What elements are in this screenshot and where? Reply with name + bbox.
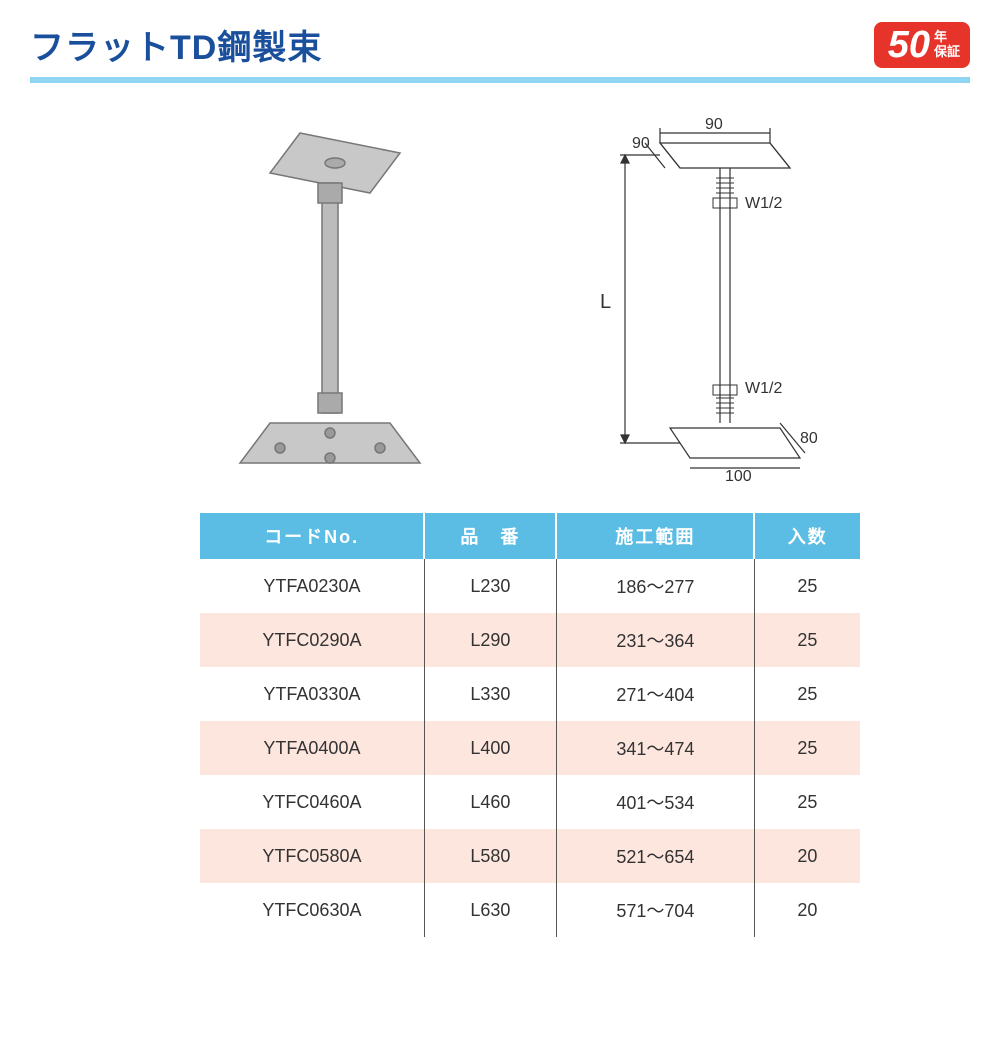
header-rule: [30, 77, 970, 83]
table-row: YTFA0330AL330271～40425: [200, 667, 860, 721]
table-cell: YTFC0460A: [200, 775, 424, 829]
table-cell: 571～704: [556, 883, 754, 937]
dim-base-d: 80: [800, 430, 818, 447]
table-cell: 25: [754, 775, 860, 829]
dim-top-w: 90: [705, 116, 723, 133]
table-cell: L330: [424, 667, 556, 721]
table-cell: 401～534: [556, 775, 754, 829]
th-code: コードNo.: [200, 513, 424, 559]
table-cell: L630: [424, 883, 556, 937]
badge-line2: 保証: [934, 45, 960, 59]
table-row: YTFC0580AL580521～65420: [200, 829, 860, 883]
table-row: YTFC0290AL290231～36425: [200, 613, 860, 667]
table-cell: L580: [424, 829, 556, 883]
table-cell: 20: [754, 829, 860, 883]
table-cell: 25: [754, 559, 860, 613]
page-title: フラットTD鋼製束: [30, 20, 322, 69]
badge-number: 50: [888, 26, 930, 64]
table-cell: L230: [424, 559, 556, 613]
dim-length: L: [600, 291, 611, 313]
table-cell: YTFA0230A: [200, 559, 424, 613]
th-qty: 入数: [754, 513, 860, 559]
table-row: YTFC0630AL630571～70420: [200, 883, 860, 937]
dim-base-w: 100: [725, 468, 752, 483]
th-model: 品 番: [424, 513, 556, 559]
table-cell: L460: [424, 775, 556, 829]
table-cell: 186～277: [556, 559, 754, 613]
table-cell: L400: [424, 721, 556, 775]
badge-line1: 年: [934, 30, 960, 44]
table-cell: 25: [754, 667, 860, 721]
table-cell: YTFC0630A: [200, 883, 424, 937]
table-cell: 25: [754, 721, 860, 775]
table-cell: YTFC0290A: [200, 613, 424, 667]
table-cell: YTFC0580A: [200, 829, 424, 883]
th-range: 施工範囲: [556, 513, 754, 559]
dim-thread-top: W1/2: [745, 195, 782, 212]
dim-top-d: 90: [632, 135, 650, 152]
table-cell: YTFA0400A: [200, 721, 424, 775]
table-cell: 271～404: [556, 667, 754, 721]
table-cell: L290: [424, 613, 556, 667]
product-photo: [170, 113, 470, 483]
table-row: YTFA0230AL230186～27725: [200, 559, 860, 613]
table-cell: 521～654: [556, 829, 754, 883]
dim-thread-bot: W1/2: [745, 380, 782, 397]
table-cell: 20: [754, 883, 860, 937]
spec-table: コードNo. 品 番 施工範囲 入数 YTFA0230AL230186～2772…: [200, 513, 860, 937]
table-cell: YTFA0330A: [200, 667, 424, 721]
warranty-badge: 50 年 保証: [874, 22, 970, 68]
table-cell: 231～364: [556, 613, 754, 667]
dimension-diagram: 90 90 W1/2 W1/2 L 100 80: [530, 113, 830, 483]
table-cell: 25: [754, 613, 860, 667]
table-row: YTFA0400AL400341～47425: [200, 721, 860, 775]
table-row: YTFC0460AL460401～53425: [200, 775, 860, 829]
table-cell: 341～474: [556, 721, 754, 775]
